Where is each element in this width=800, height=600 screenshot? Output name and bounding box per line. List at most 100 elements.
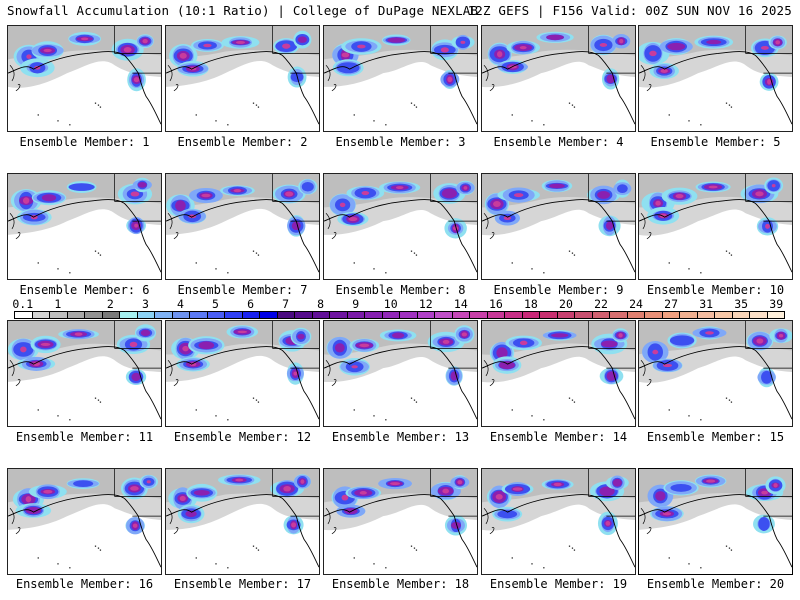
island (252, 102, 255, 104)
snowfall-shading (41, 194, 57, 202)
coastline (324, 199, 477, 273)
snowfall-shading (493, 201, 501, 208)
island (531, 415, 533, 417)
island (571, 252, 574, 254)
island (69, 567, 71, 569)
island (97, 399, 100, 401)
snowfall-map (639, 469, 792, 569)
island (531, 563, 533, 565)
snowfall-shading (495, 494, 503, 500)
island (410, 397, 413, 399)
snowfall-shading (706, 479, 716, 483)
coastline (167, 213, 179, 240)
ensemble-member-label: Ensemble Member: 9 (493, 283, 624, 297)
political-border (430, 469, 477, 517)
snowfall-map (8, 469, 161, 569)
ensemble-member-map (323, 25, 478, 132)
coastline (324, 51, 477, 125)
colorbar-swatch (732, 312, 750, 318)
coastline (8, 51, 161, 125)
snowfall-shading (359, 491, 367, 495)
snowfall-shading (20, 346, 27, 353)
colorbar-swatch (592, 312, 610, 318)
snowfall-shading (357, 44, 366, 49)
colorbar-swatch (32, 312, 50, 318)
colorbar-tick-label: 16 (488, 297, 503, 311)
snowfall-shading (652, 349, 659, 355)
snowfall-shading (282, 43, 291, 49)
snowfall-shading (452, 226, 459, 231)
island (257, 106, 260, 108)
snowfall-shading (706, 39, 722, 45)
island (700, 567, 702, 569)
snowfall-shading (601, 340, 618, 348)
ensemble-member-label: Ensemble Member: 3 (335, 135, 466, 149)
snowfall-shading (756, 338, 764, 344)
snowfall-shading (553, 482, 562, 487)
island (568, 545, 571, 547)
island (94, 102, 97, 104)
island (571, 547, 574, 549)
snowfall-shading (131, 372, 141, 382)
snowfall-shading (73, 480, 94, 488)
island (700, 272, 702, 274)
ensemble-member-label: Ensemble Member: 17 (173, 577, 312, 591)
island (252, 397, 255, 399)
political-border (272, 26, 319, 74)
snowfall-shading (765, 223, 770, 229)
snowfall-map (639, 321, 792, 421)
snowfall-shading (339, 202, 346, 208)
snowfall-shading (189, 362, 197, 367)
snowfall-shading (43, 48, 52, 53)
snowfall-shading (140, 329, 151, 337)
coastline (166, 199, 319, 273)
coastline (324, 346, 477, 420)
ensemble-member-label: Ensemble Member: 20 (646, 577, 785, 591)
snowfall-shading (761, 490, 768, 495)
colorbar-swatch (487, 312, 505, 318)
island (37, 262, 39, 264)
snowfall-shading (660, 69, 668, 73)
snowfall-shading (233, 188, 242, 193)
ensemble-member-map (165, 173, 320, 280)
island (543, 419, 545, 421)
island (99, 549, 102, 551)
island (227, 272, 229, 274)
snowfall-shading (297, 36, 307, 43)
snowfall-shading (359, 343, 370, 348)
snowfall-shading (512, 487, 523, 491)
island (255, 252, 258, 254)
colorbar (14, 311, 785, 319)
political-border (588, 174, 635, 222)
island (385, 567, 387, 569)
coastline (482, 494, 635, 568)
colorbar-tick-label: 7 (282, 297, 290, 311)
island (94, 545, 97, 547)
snowfall-map (482, 174, 635, 274)
colorbar-tick-label: 27 (664, 297, 679, 311)
island (97, 547, 100, 549)
run-valid-time: 12Z GEFS | F156 Valid: 00Z SUN NOV 16 20… (467, 3, 792, 18)
snowfall-shading (451, 521, 461, 529)
island (725, 102, 728, 104)
snowfall-shading (133, 77, 140, 83)
snowfall-shading (297, 333, 305, 340)
island (543, 124, 545, 126)
colorbar-swatch (85, 312, 103, 318)
coastline (167, 65, 179, 92)
snowfall-shading (193, 489, 210, 496)
coastline (640, 360, 652, 387)
snowfall-shading (442, 339, 450, 344)
island (415, 401, 418, 403)
ensemble-member-map (481, 468, 636, 575)
snowfall-shading (391, 332, 405, 339)
snowfall-map (8, 26, 161, 126)
snowfall-shading (669, 335, 695, 346)
political-border (272, 174, 319, 222)
island (728, 399, 731, 401)
ensemble-member-label: Ensemble Member: 15 (646, 430, 785, 444)
coastline (8, 494, 161, 568)
snowfall-shading (655, 200, 661, 206)
island (728, 547, 731, 549)
snowfall-shading (74, 332, 83, 336)
